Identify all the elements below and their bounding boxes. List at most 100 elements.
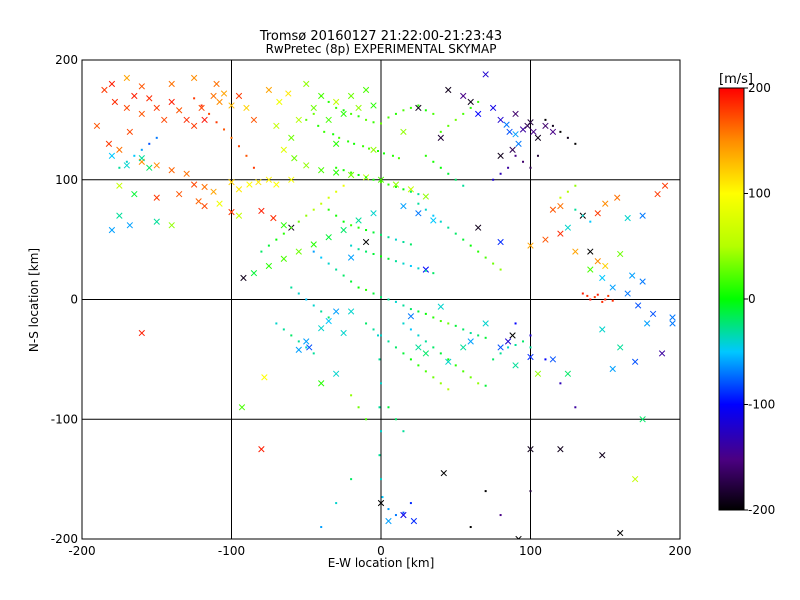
data-point-dot: [368, 147, 371, 150]
data-point-dot: [566, 190, 569, 193]
data-point-x: [295, 248, 302, 255]
data-point-dot: [118, 166, 121, 169]
data-point-dot: [559, 196, 562, 199]
data-point-x: [310, 104, 317, 112]
data-point-x: [614, 194, 621, 201]
data-point-x: [138, 329, 145, 337]
data-point-x: [101, 86, 108, 94]
x-tick-label: 0: [377, 544, 385, 558]
data-point-dot: [484, 256, 487, 259]
data-point-dot: [357, 286, 360, 289]
data-point-dot: [342, 220, 345, 223]
data-point-x: [111, 98, 119, 106]
data-point-x: [512, 110, 519, 118]
data-point-dot: [529, 166, 532, 169]
data-point-x: [108, 152, 116, 159]
data-point-dot: [193, 97, 196, 100]
data-point-x: [146, 95, 153, 102]
data-point-x: [138, 155, 145, 162]
data-point-dot: [323, 130, 326, 133]
data-point-x: [422, 350, 430, 357]
data-point-x: [168, 222, 175, 229]
data-point-x: [530, 128, 537, 136]
data-point-x: [377, 176, 385, 183]
data-point-dot: [387, 406, 390, 409]
data-point-x: [176, 190, 183, 198]
data-point-dot: [477, 250, 480, 253]
data-point-dot: [439, 320, 442, 323]
y-axis-ticks: -200 -100 0 100 200: [51, 53, 78, 546]
data-point-dot: [529, 490, 532, 493]
data-point-dot: [320, 310, 323, 313]
data-point-x: [235, 186, 243, 193]
data-point-dot: [350, 244, 353, 247]
data-point-dot: [350, 112, 353, 115]
data-point-dot: [424, 109, 427, 112]
data-point-dot: [372, 252, 375, 255]
data-point-dot: [365, 176, 368, 179]
data-point-dot: [335, 190, 338, 193]
data-point-dot: [409, 308, 412, 311]
x-tick-label: -100: [218, 544, 245, 558]
data-point-x: [183, 116, 190, 124]
data-point-x: [190, 181, 198, 188]
data-point-dot: [365, 322, 368, 325]
data-point-dot: [432, 346, 435, 349]
y-tick-label: 0: [70, 293, 78, 307]
data-point-x: [235, 92, 243, 100]
data-point-x: [161, 116, 168, 124]
data-point-dot: [305, 346, 308, 349]
data-point-dot: [320, 526, 323, 529]
data-point-dot: [387, 257, 390, 260]
data-point-dot: [417, 364, 420, 367]
data-point-dot: [417, 267, 420, 270]
data-point-dot: [409, 328, 412, 331]
data-point-dot: [327, 262, 330, 265]
data-point-x: [325, 116, 332, 124]
data-point-dot: [432, 376, 435, 379]
data-point-dot: [447, 358, 450, 361]
data-point-dot: [559, 382, 562, 385]
data-point-dot: [148, 142, 151, 145]
data-point-dot: [215, 121, 218, 124]
data-point-dot: [342, 184, 345, 187]
data-point-x: [291, 155, 298, 162]
data-point-dot: [424, 340, 427, 343]
data-point-x: [318, 167, 325, 174]
data-point-dot: [365, 118, 368, 121]
data-point-x: [407, 186, 415, 193]
data-point-x: [332, 140, 340, 147]
data-point-dot: [320, 256, 323, 259]
data-point-x: [557, 446, 564, 453]
data-point-dot: [409, 106, 412, 109]
data-point-x: [261, 374, 268, 381]
data-point-x: [587, 266, 594, 273]
data-point-dot: [357, 248, 360, 251]
data-point-dot: [267, 244, 270, 247]
data-point-x: [504, 338, 512, 345]
data-point-dot: [439, 130, 442, 133]
data-point-x: [295, 346, 302, 353]
data-point-dot: [514, 154, 517, 157]
data-point-dot: [380, 478, 382, 481]
data-point-dot: [387, 340, 390, 343]
data-point-x: [246, 181, 253, 188]
data-point-x: [440, 469, 447, 477]
data-point-x: [617, 344, 624, 351]
data-point-dot: [305, 118, 308, 121]
data-point-dot: [387, 508, 390, 511]
data-point-dot: [402, 352, 405, 355]
y-tick-label: -200: [51, 532, 78, 546]
data-point-dot: [417, 202, 420, 205]
data-point-dot: [424, 208, 427, 211]
data-point-dot: [432, 112, 435, 115]
data-point-x: [629, 272, 636, 279]
data-point-x: [153, 194, 160, 201]
data-point-dot: [522, 160, 525, 163]
data-point-x: [306, 344, 313, 351]
data-point-dot: [252, 166, 255, 169]
y-tick-label: 200: [55, 53, 78, 67]
data-point-x: [370, 146, 377, 153]
data-point-x: [512, 362, 519, 369]
data-point-x: [265, 176, 273, 183]
